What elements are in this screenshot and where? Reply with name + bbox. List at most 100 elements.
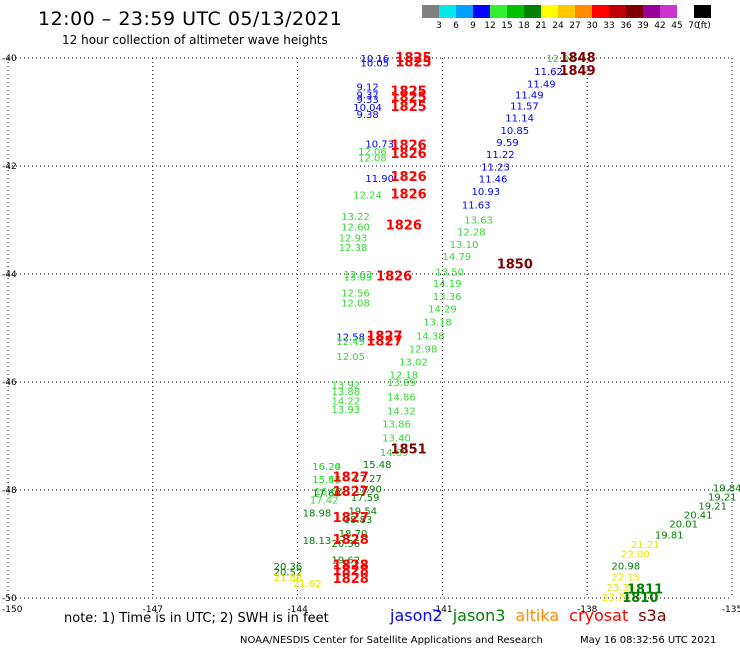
- legend-swatches: [422, 5, 711, 18]
- data-label: 12.08: [341, 299, 370, 310]
- data-label: 11.46: [479, 174, 508, 185]
- legend-swatch: [592, 5, 609, 18]
- data-label: 11.63: [462, 200, 491, 211]
- data-label: 13.22: [341, 212, 370, 223]
- legend-swatch: [643, 5, 660, 18]
- data-label: 13.50: [435, 267, 464, 278]
- footer-timestamp: May 16 08:32:56 UTC 2021: [580, 635, 717, 646]
- data-label: 18.13: [303, 536, 332, 547]
- legend-label: 12: [484, 21, 496, 31]
- data-label: 1811: [627, 582, 663, 597]
- legend-swatch: [626, 5, 643, 18]
- legend-swatch: [677, 5, 694, 18]
- data-label: 10.73: [365, 139, 394, 150]
- color-legend: 3 6 9 12 15 18 21 24 27 30 33 36 39 42 45 70 (ft): [422, 5, 711, 31]
- data-label: 12.84: [546, 54, 575, 65]
- data-label: 1825: [391, 84, 427, 99]
- data-label: 20.36: [274, 562, 303, 573]
- satellite-label: jason3: [452, 606, 506, 625]
- data-label: 12.49: [336, 337, 365, 348]
- x-tick-label: -135: [722, 605, 740, 615]
- footer-credit: NOAA/NESDIS Center for Satellite Applica…: [240, 635, 543, 646]
- data-label: 12.60: [341, 222, 370, 233]
- data-label: 1828: [333, 533, 369, 548]
- satellite-label: altika: [515, 606, 560, 625]
- data-label: 1851: [391, 443, 427, 458]
- data-label: 13.40: [382, 434, 411, 445]
- data-label: 11.14: [505, 113, 534, 124]
- legend-label: 70: [688, 21, 700, 31]
- legend-swatch: [541, 5, 558, 18]
- satellite-label: cryosat: [569, 606, 629, 625]
- data-label: 17.90: [353, 484, 382, 495]
- data-label: 11.62: [534, 67, 563, 78]
- data-label: 1826: [391, 147, 427, 162]
- data-label: 9.59: [496, 138, 518, 149]
- data-label: 20.52: [274, 568, 303, 579]
- y-tick-label: -50: [2, 594, 17, 604]
- data-label: 1810: [622, 591, 658, 606]
- data-label: 1826: [391, 138, 427, 153]
- data-label: 1827: [366, 335, 402, 350]
- data-label: 11.23: [481, 163, 510, 174]
- y-tick-label: -42: [2, 162, 17, 172]
- data-label: 13.88: [332, 387, 361, 398]
- data-label: 14.29: [428, 305, 457, 316]
- data-label: 12.93: [339, 233, 368, 244]
- data-label: 12.56: [341, 288, 370, 299]
- data-label: 19.84: [713, 483, 740, 494]
- data-label: 17.59: [351, 493, 380, 504]
- data-label: 14.38: [416, 332, 445, 343]
- legend-label: 45: [671, 21, 683, 31]
- legend-swatch: [609, 5, 626, 18]
- data-label: 20.98: [611, 562, 640, 573]
- legend-label: 21: [535, 21, 547, 31]
- data-label: 12.06: [358, 147, 387, 158]
- data-label: 1828: [333, 559, 369, 574]
- data-label: 15.57: [312, 475, 341, 486]
- data-label: 15.48: [312, 475, 341, 486]
- data-label: 1827: [333, 511, 369, 526]
- data-label: 1825: [395, 51, 431, 66]
- data-label: 1848: [559, 51, 595, 66]
- chart-title: 12:00 – 23:59 UTC 05/13/2021: [38, 8, 343, 30]
- legend-swatch: [439, 5, 456, 18]
- data-label: 1827: [333, 471, 369, 486]
- satellite-label: s3a: [638, 606, 667, 625]
- legend-swatch: [456, 5, 473, 18]
- data-label: 19.62: [332, 556, 361, 567]
- data-label: 9.33: [356, 95, 378, 106]
- data-label: 13.18: [423, 318, 452, 329]
- data-label: 13.36: [433, 292, 462, 303]
- data-label: 18.70: [339, 529, 368, 540]
- note-text: note: 1) Time is in UTC; 2) SWH is in fe…: [64, 611, 329, 626]
- legend-label: 30: [586, 21, 598, 31]
- data-label: 11.49: [527, 79, 556, 90]
- data-label: 19.81: [655, 530, 684, 541]
- data-label: 13.93: [332, 405, 361, 416]
- data-label: 1827: [333, 485, 369, 500]
- data-label: 13.86: [382, 420, 411, 431]
- footer: NOAA/NESDIS Center for Satellite Applica…: [240, 635, 716, 646]
- data-label: 14.22: [332, 396, 361, 407]
- data-label: 13.92: [332, 381, 361, 392]
- data-label: 12.28: [457, 227, 486, 238]
- x-tick-label: -147: [143, 605, 163, 615]
- data-label: 12.38: [339, 243, 368, 254]
- data-label: 14.86: [387, 393, 416, 404]
- legend-swatch: [524, 5, 541, 18]
- y-tick-label: -40: [2, 54, 17, 64]
- data-label: 19.21: [698, 502, 727, 513]
- data-label: 1849: [559, 64, 595, 79]
- legend-label: 33: [603, 21, 615, 31]
- legend-label: 27: [569, 21, 581, 31]
- legend-label: 39: [637, 21, 649, 31]
- legend-swatch: [507, 5, 524, 18]
- legend-label: (ft): [697, 21, 711, 31]
- data-label: 15.48: [363, 460, 392, 471]
- legend-swatch: [473, 5, 490, 18]
- data-label: 11.90: [365, 174, 394, 185]
- data-label: 13.63: [464, 215, 493, 226]
- data-label: 21.62: [293, 579, 322, 590]
- data-label: 19.21: [708, 492, 737, 503]
